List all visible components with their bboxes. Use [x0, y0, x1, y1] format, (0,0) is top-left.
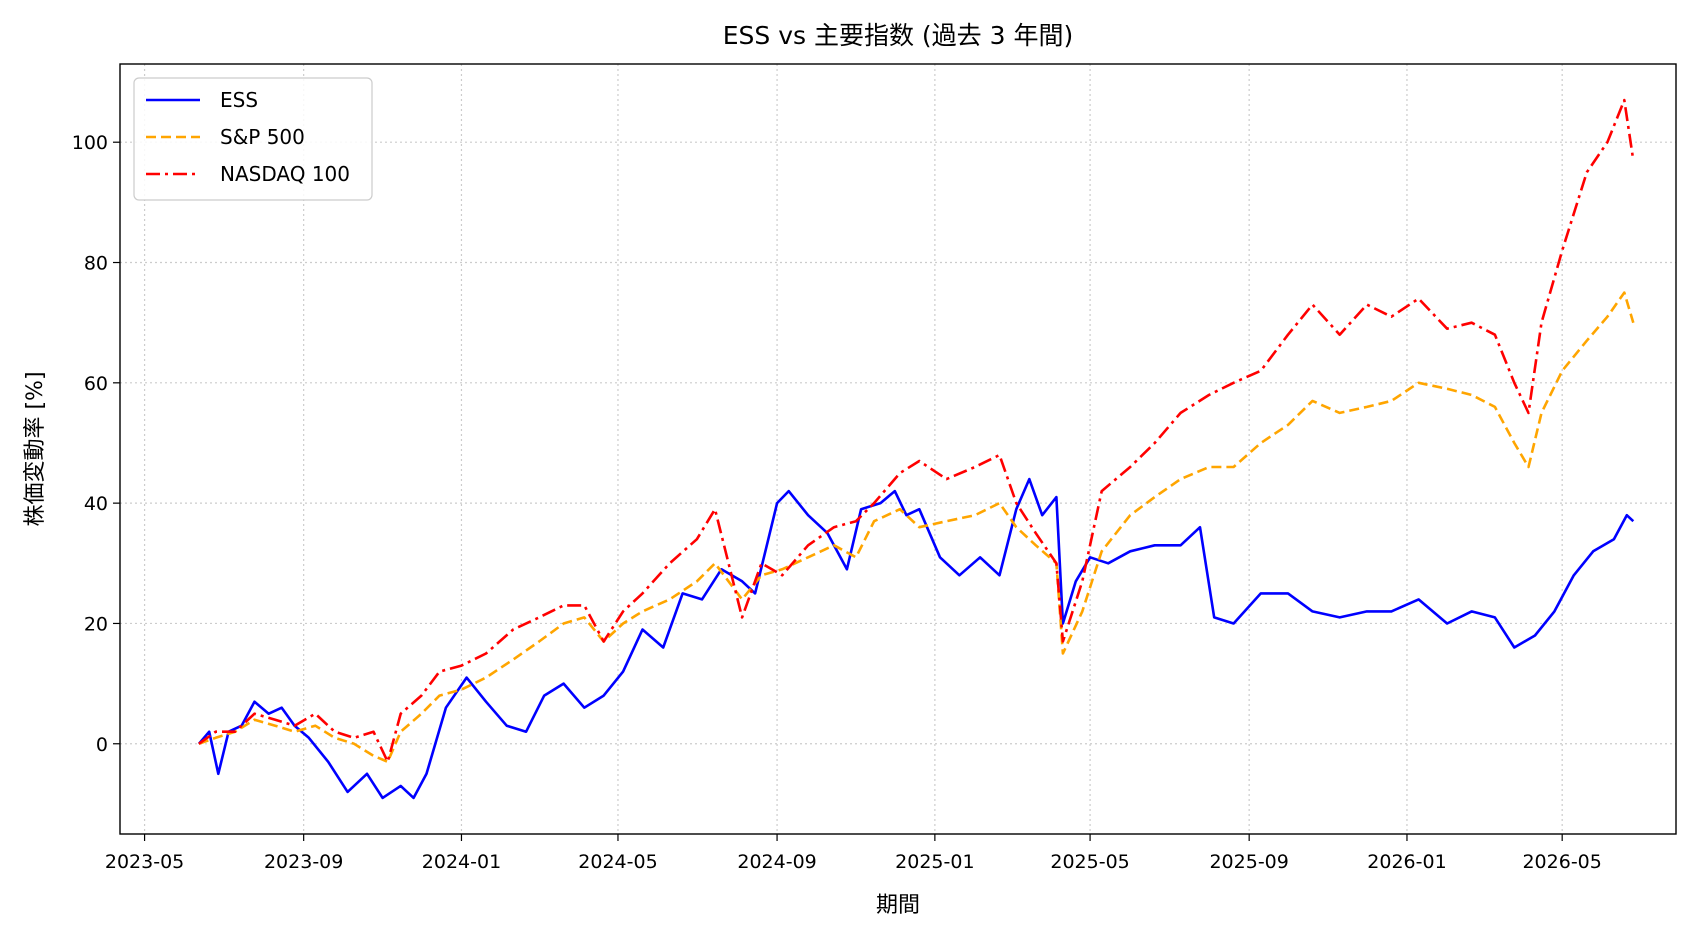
chart-title: ESS vs 主要指数 (過去 3 年間) [723, 21, 1074, 50]
x-tick-label: 2025-05 [1050, 851, 1129, 873]
x-tick-label: 2026-05 [1522, 851, 1601, 873]
series-lines [197, 98, 1635, 800]
y-tick-label: 100 [72, 132, 108, 154]
legend-entry: S&P 500 [220, 125, 305, 149]
y-tick-label: 40 [84, 493, 108, 515]
x-axis-label: 期間 [876, 893, 920, 918]
legend-entry: NASDAQ 100 [220, 162, 350, 186]
x-tick-label: 2024-09 [737, 851, 816, 873]
x-tick-label: 2024-01 [422, 851, 501, 873]
grid [120, 64, 1676, 834]
y-axis-label: 株価変動率 [%] [23, 371, 48, 526]
axis-ticks: 2023-05 2023-09 2024-01 2024-05 2024-09 2025-… [72, 132, 1602, 873]
y-tick-label: 0 [96, 734, 108, 756]
legend-entry: ESS [220, 88, 258, 112]
x-tick-label: 2024-05 [578, 851, 657, 873]
y-tick-label: 60 [84, 373, 108, 395]
y-tick-label: 20 [84, 613, 108, 635]
ess-line [197, 477, 1635, 800]
x-tick-label: 2025-09 [1209, 851, 1288, 873]
legend-box [133, 77, 373, 201]
x-tick-label: 2023-05 [105, 851, 184, 873]
x-tick-label: 2026-01 [1367, 851, 1446, 873]
x-tick-label: 2023-09 [264, 851, 343, 873]
x-tick-label: 2025-01 [895, 851, 974, 873]
sp500-line [198, 291, 1635, 764]
nasdaq100-line [198, 98, 1635, 764]
y-tick-label: 80 [84, 253, 108, 275]
plot-frame [119, 63, 1677, 835]
legend: ESS S&P 500 NASDAQ 100 [133, 77, 373, 201]
